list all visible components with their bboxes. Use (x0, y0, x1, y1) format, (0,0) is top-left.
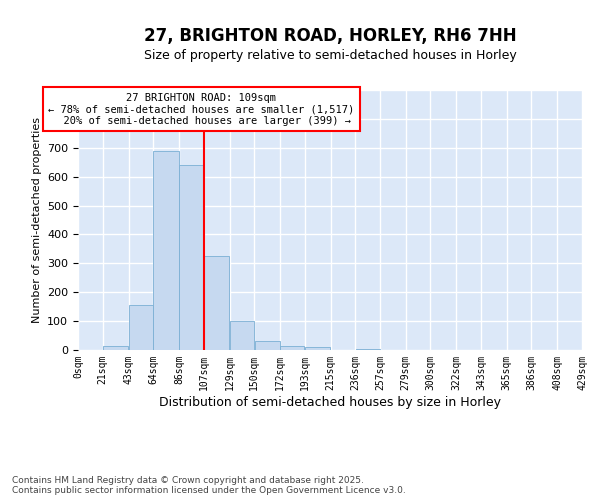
Bar (230, 321, 254, 350)
X-axis label: Distribution of semi-detached houses by size in Horley: Distribution of semi-detached houses by … (159, 396, 501, 408)
Bar (129, 305, 153, 350)
Bar (103, 346, 128, 350)
Bar (356, 348, 380, 350)
Bar (154, 150, 179, 350)
Bar (280, 346, 304, 350)
Title: Size of property relative to semi-detached houses in Horley: Size of property relative to semi-detach… (143, 50, 517, 62)
Bar (179, 165, 203, 350)
Text: 27, BRIGHTON ROAD, HORLEY, RH6 7HH: 27, BRIGHTON ROAD, HORLEY, RH6 7HH (143, 27, 517, 45)
Y-axis label: Number of semi-detached properties: Number of semi-detached properties (32, 117, 41, 323)
Text: Contains HM Land Registry data © Crown copyright and database right 2025.
Contai: Contains HM Land Registry data © Crown c… (12, 476, 406, 495)
Bar (204, 256, 229, 350)
Bar (305, 347, 330, 350)
Text: 27 BRIGHTON ROAD: 109sqm
← 78% of semi-detached houses are smaller (1,517)
  20%: 27 BRIGHTON ROAD: 109sqm ← 78% of semi-d… (48, 92, 355, 126)
Bar (254, 342, 280, 350)
